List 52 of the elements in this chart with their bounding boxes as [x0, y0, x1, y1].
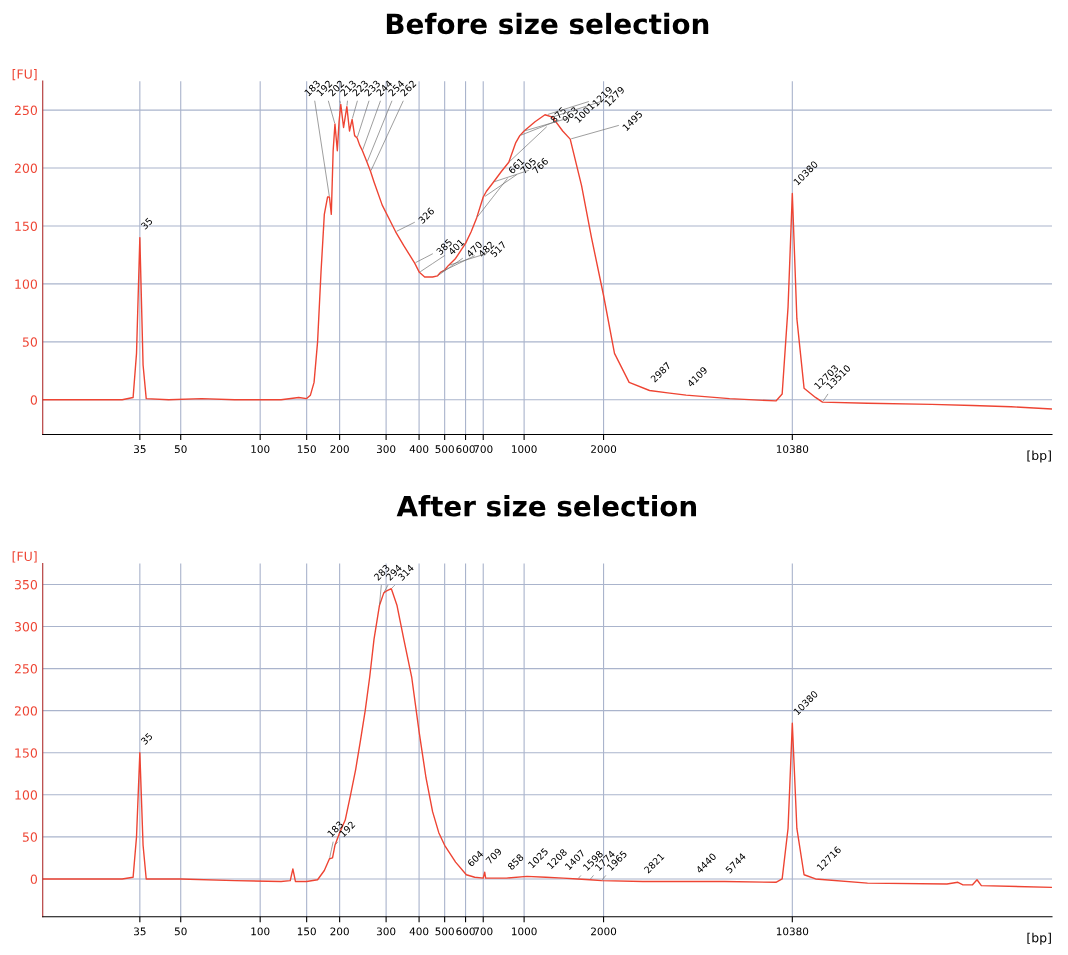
- x-tick-label: 35: [134, 927, 146, 936]
- x-tick-label: 200: [330, 927, 349, 936]
- x-tick-label: 2000: [591, 445, 617, 453]
- x-tick-label: 200: [330, 445, 349, 453]
- y-tick-label: 50: [22, 337, 38, 347]
- x-tick-label: 500: [435, 445, 454, 453]
- y-tick-label: 100: [15, 279, 38, 289]
- x-tick-label: 1000: [512, 445, 537, 453]
- annotation: 858: [507, 853, 525, 871]
- x-tick-label: 400: [409, 927, 429, 936]
- y-tick-label: 250: [14, 105, 38, 116]
- annotation: 35: [140, 217, 153, 230]
- y-tick-label: 50: [22, 832, 38, 842]
- x-tick-label: 700: [474, 445, 493, 453]
- x-tick-label: 600: [456, 445, 475, 453]
- y-tick-label: 250: [14, 664, 38, 674]
- annotation: 709: [485, 847, 503, 865]
- x-tick-label: 50: [174, 927, 187, 936]
- annotation: 604: [466, 850, 484, 867]
- y-axis-title: [FU]: [12, 69, 37, 81]
- y-tick-label: 0: [30, 874, 38, 884]
- chart-title: After size selection: [396, 495, 697, 517]
- x-tick-label: 35: [134, 445, 146, 453]
- x-tick-label: 150: [297, 445, 316, 453]
- x-tick-label: 400: [409, 445, 429, 453]
- x-tick-label: 100: [251, 445, 270, 453]
- x-tick-label: 10380: [776, 927, 809, 936]
- y-tick-label: 100: [15, 790, 38, 800]
- y-tick-label: 0: [30, 395, 38, 405]
- x-tick-label: 300: [376, 445, 396, 453]
- x-tick-label: 600: [456, 927, 475, 936]
- x-tick-label: 1000: [512, 927, 537, 936]
- y-tick-label: 200: [14, 163, 38, 173]
- x-axis-title: [bp]: [1027, 450, 1051, 463]
- y-tick-label: 150: [15, 221, 38, 231]
- y-tick-label: 150: [15, 748, 38, 758]
- x-tick-label: 300: [376, 927, 396, 936]
- y-tick-label: 200: [14, 706, 38, 716]
- y-axis-title: [FU]: [12, 551, 37, 563]
- y-tick-label: 300: [14, 622, 38, 632]
- chart-title: Before size selection: [386, 12, 709, 35]
- x-tick-label: 2000: [591, 927, 617, 936]
- x-tick-label: 700: [474, 927, 493, 936]
- annotation: 470: [465, 240, 483, 258]
- x-tick-label: 500: [435, 927, 454, 936]
- annotation: 35: [140, 732, 153, 745]
- x-tick-label: 10380: [776, 445, 809, 453]
- y-tick-label: 350: [14, 579, 38, 590]
- x-tick-label: 100: [251, 927, 270, 936]
- x-axis-title: [bp]: [1027, 932, 1051, 945]
- x-tick-label: 150: [297, 927, 316, 936]
- x-tick-label: 50: [174, 445, 187, 453]
